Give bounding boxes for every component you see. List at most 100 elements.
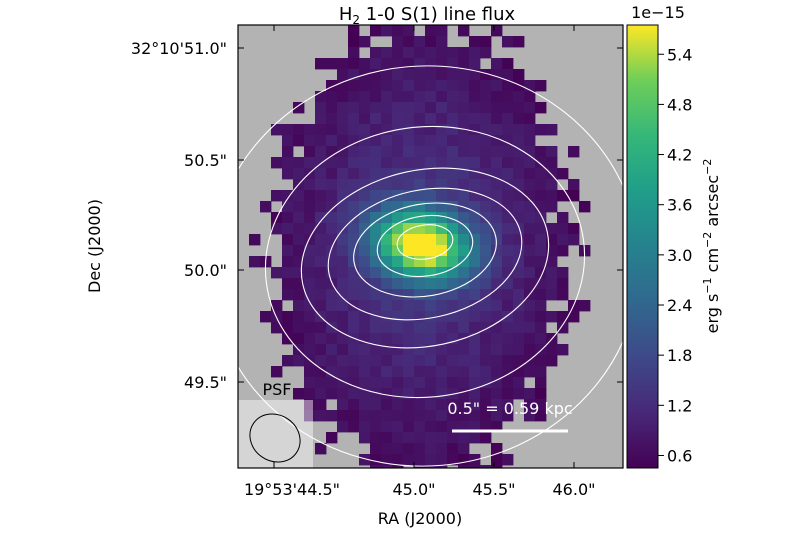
flux-pixel: [414, 300, 426, 312]
contour-line: [396, 224, 454, 260]
flux-pixel: [348, 179, 360, 191]
flux-pixel: [315, 58, 327, 70]
flux-pixel: [480, 289, 492, 301]
flux-pixel: [557, 245, 569, 257]
flux-pixel: [414, 377, 426, 389]
flux-pixel: [392, 278, 404, 290]
flux-pixel: [447, 245, 459, 257]
flux-pixel: [524, 399, 536, 411]
flux-pixel: [502, 113, 514, 125]
contour-line: [238, 65, 623, 467]
flux-pixel: [425, 80, 437, 92]
flux-pixel: [491, 179, 503, 191]
flux-pixel: [535, 267, 547, 279]
flux-pixel: [370, 410, 382, 422]
flux-pixel: [513, 344, 525, 356]
flux-pixel: [491, 289, 503, 301]
flux-pixel: [381, 300, 393, 312]
colorbar-tick-label: 0.6: [667, 446, 692, 465]
flux-pixel: [436, 421, 448, 433]
flux-pixel: [469, 168, 481, 180]
flux-pixel: [469, 322, 481, 334]
flux-pixel: [381, 80, 393, 92]
flux-pixel: [348, 25, 360, 37]
flux-pixel: [535, 377, 547, 389]
flux-pixel: [282, 311, 294, 323]
flux-pixel: [370, 245, 382, 257]
flux-pixel: [447, 223, 459, 235]
flux-pixel: [348, 377, 360, 389]
flux-pixel: [359, 432, 371, 444]
flux-pixel: [535, 212, 547, 224]
flux-pixel: [458, 58, 470, 70]
flux-pixel: [359, 113, 371, 125]
flux-pixel: [502, 289, 514, 301]
flux-pixel: [491, 212, 503, 224]
flux-pixel: [315, 234, 327, 246]
flux-pixel: [491, 135, 503, 147]
flux-pixel: [249, 234, 261, 246]
flux-pixel: [425, 421, 437, 433]
flux-pixel: [359, 311, 371, 323]
flux-pixel: [304, 157, 316, 169]
flux-pixel: [546, 245, 558, 257]
flux-pixel: [337, 388, 349, 400]
flux-pixel: [469, 58, 481, 70]
flux-pixel: [414, 443, 426, 455]
flux-pixel: [326, 157, 338, 169]
flux-pixel: [414, 465, 426, 468]
flux-pixel: [293, 278, 305, 290]
flux-pixel: [403, 410, 415, 422]
flux-pixel: [392, 157, 404, 169]
flux-pixel: [447, 201, 459, 213]
cb-label-sup: −1: [701, 277, 714, 293]
flux-pixel: [491, 399, 503, 411]
flux-pixel: [337, 256, 349, 268]
flux-pixel: [414, 69, 426, 81]
flux-pixel: [414, 113, 426, 125]
flux-pixel: [513, 212, 525, 224]
flux-pixel: [403, 157, 415, 169]
flux-pixel: [271, 124, 283, 136]
flux-pixel: [392, 135, 404, 147]
flux-pixel: [502, 212, 514, 224]
flux-pixel: [436, 234, 448, 246]
flux-pixel: [557, 289, 569, 301]
flux-pixel: [491, 91, 503, 103]
flux-pixel: [557, 168, 569, 180]
flux-pixel: [293, 256, 305, 268]
flux-pixel: [447, 91, 459, 103]
flux-pixel: [447, 322, 459, 334]
flux-pixel: [403, 234, 415, 246]
flux-pixel: [304, 410, 316, 422]
flux-pixel: [425, 36, 437, 48]
flux-pixel: [425, 256, 437, 268]
flux-pixel: [370, 421, 382, 433]
x-axis-label: RA (J2000): [378, 509, 462, 528]
flux-pixel: [513, 135, 525, 147]
flux-pixel: [458, 311, 470, 323]
flux-pixel: [315, 256, 327, 268]
flux-pixel: [293, 157, 305, 169]
flux-pixel: [381, 399, 393, 411]
flux-pixel: [513, 102, 525, 114]
flux-pixel: [359, 146, 371, 158]
y-tick-label: 50.0": [184, 261, 227, 280]
flux-pixel: [513, 278, 525, 290]
flux-pixel: [348, 124, 360, 136]
flux-pixel: [502, 102, 514, 114]
flux-pixel: [414, 289, 426, 301]
flux-pixel: [326, 355, 338, 367]
flux-pixel: [524, 245, 536, 257]
flux-pixel: [414, 102, 426, 114]
flux-pixel: [282, 201, 294, 213]
flux-pixel: [535, 399, 547, 411]
y-tick-label: 50.5": [184, 151, 227, 170]
flux-pixel: [370, 300, 382, 312]
flux-pixel: [370, 432, 382, 444]
flux-pixel: [425, 135, 437, 147]
flux-pixel: [359, 355, 371, 367]
flux-pixel: [414, 135, 426, 147]
scalebar-label: 0.5" = 0.59 kpc: [447, 399, 572, 418]
flux-pixel: [293, 267, 305, 279]
